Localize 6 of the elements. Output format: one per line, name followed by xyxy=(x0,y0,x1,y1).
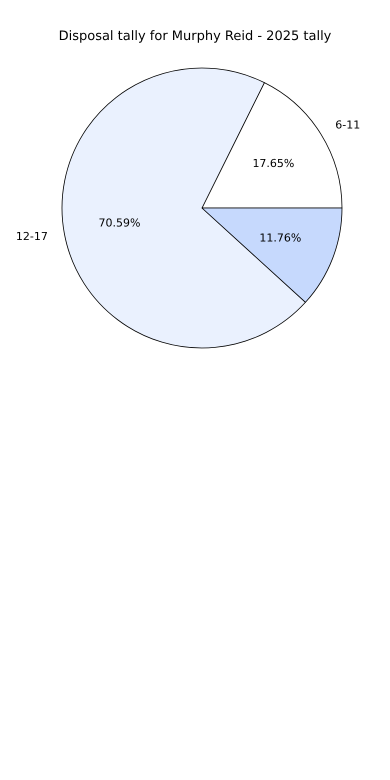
data-label: 11.76% xyxy=(259,231,302,244)
data-label: 17.65% xyxy=(252,156,294,170)
slice-label: 12-17 xyxy=(16,230,48,243)
data-label: 70.59% xyxy=(98,216,140,230)
chart-title: Disposal tally for Murphy Reid - 2025 tally xyxy=(58,29,332,44)
slice-label: 6-11 xyxy=(335,118,360,132)
